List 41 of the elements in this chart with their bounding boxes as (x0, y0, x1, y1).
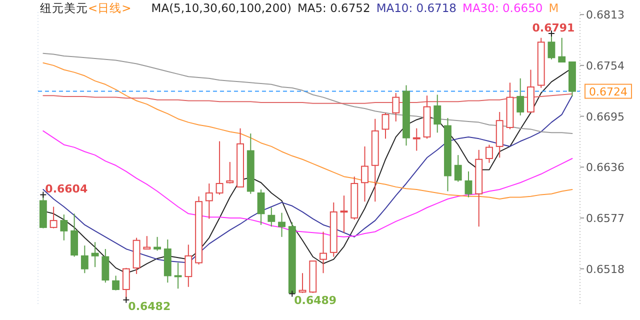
candlestick (320, 231, 327, 274)
candlestick (402, 84, 410, 146)
candlestick (361, 146, 368, 202)
candlestick (164, 239, 172, 284)
chart-title: 纽元美元 (40, 1, 88, 15)
line-series (42, 52, 573, 134)
candlestick (184, 244, 192, 288)
annotation: 0.6482 (128, 300, 171, 313)
candlestick (486, 144, 493, 164)
candlestick (496, 111, 504, 158)
annotation: <日线> (88, 1, 132, 15)
y-tick-label: 0.6518 (586, 262, 624, 276)
y-tick-label: 0.6636 (586, 161, 624, 174)
y-tick-label: 0.6577 (586, 212, 624, 225)
line-series (42, 62, 573, 200)
candlestick (91, 242, 99, 268)
candlestick (246, 133, 254, 194)
candlestick (278, 212, 286, 238)
candlestick (412, 128, 420, 152)
annotation: MA10: 0.6718 (376, 1, 457, 15)
candlestick (475, 149, 483, 228)
annotation: MA(5,10,30,60,100,200) (151, 1, 292, 15)
y-tick-label: 0.6813 (586, 8, 624, 22)
annotation: 0.6791 (532, 22, 575, 35)
candlestick (340, 195, 348, 234)
y-tick-label: 0.6695 (586, 110, 624, 124)
annotation: MA30: 0.6650 (462, 1, 543, 15)
y-tick-label: 0.6754 (586, 59, 624, 72)
candlestick (392, 92, 400, 122)
annotation: MA5: 0.6752 (297, 1, 370, 15)
candlestick (60, 214, 68, 241)
ref-line-label: 0.6724 (589, 85, 628, 98)
line-series (42, 130, 573, 238)
annotation: 0.6604 (45, 182, 88, 196)
candlestick (174, 262, 182, 290)
annotation: M (548, 1, 559, 15)
candlestick (434, 94, 442, 134)
annotation: 0.6489 (294, 294, 337, 307)
candlestick (371, 118, 379, 202)
candlestick (444, 117, 452, 192)
candlestick (205, 182, 213, 220)
